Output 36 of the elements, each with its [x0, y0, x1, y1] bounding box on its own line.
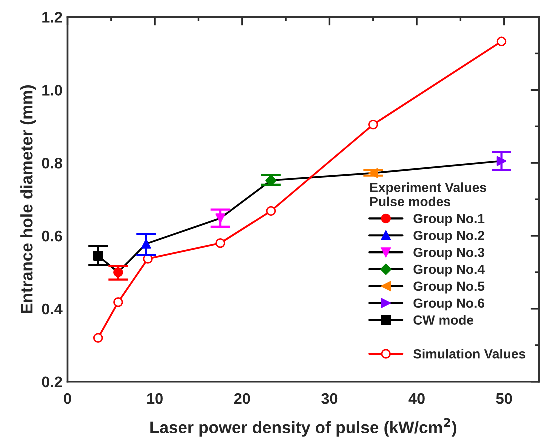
y-tick-label: 1.2 — [42, 12, 62, 23]
x-tick-label: 0 — [64, 393, 72, 404]
legend-label: Group No.5 — [414, 282, 485, 294]
legend-title: Experiment Values Pulse modes — [370, 182, 486, 207]
point — [496, 156, 507, 166]
point — [496, 36, 507, 47]
point — [266, 174, 277, 186]
y-tick-label: 0.8 — [42, 158, 62, 169]
y-tick-label: 0.2 — [42, 376, 62, 388]
x-tick-label: 40 — [408, 393, 425, 404]
point — [141, 239, 152, 249]
point — [368, 120, 378, 130]
legend-label: CW mode — [414, 315, 474, 325]
point — [93, 333, 104, 343]
point — [216, 214, 226, 224]
point — [368, 168, 378, 178]
x-tick-label: 30 — [322, 393, 338, 404]
legend-label: Group No.3 — [414, 248, 485, 260]
legend-label: Group No.4 — [414, 264, 485, 277]
legend-label: Group No.6 — [414, 298, 485, 311]
y-axis-title: Entrance hole diameter (mm) — [20, 86, 36, 314]
point — [114, 268, 124, 278]
x-axis-title: Laser power density of pulse (kW/cm$^{2}$) — [150, 418, 457, 437]
legend-label: Group No.2 — [414, 231, 484, 243]
x-tick-label: 50 — [496, 393, 512, 404]
x-tick-label: 10 — [148, 393, 163, 404]
point — [114, 298, 124, 308]
point — [93, 251, 104, 261]
point — [266, 206, 276, 216]
legend-label: Simulation Values — [414, 349, 526, 359]
legend-label: Group No.1 — [414, 214, 485, 226]
y-tick-label: 0.6 — [42, 230, 62, 242]
y-tick-label: 0.4 — [42, 304, 63, 315]
point — [216, 238, 226, 248]
x-tick-label: 20 — [234, 393, 250, 404]
y-tick-label: 1.0 — [42, 85, 62, 96]
